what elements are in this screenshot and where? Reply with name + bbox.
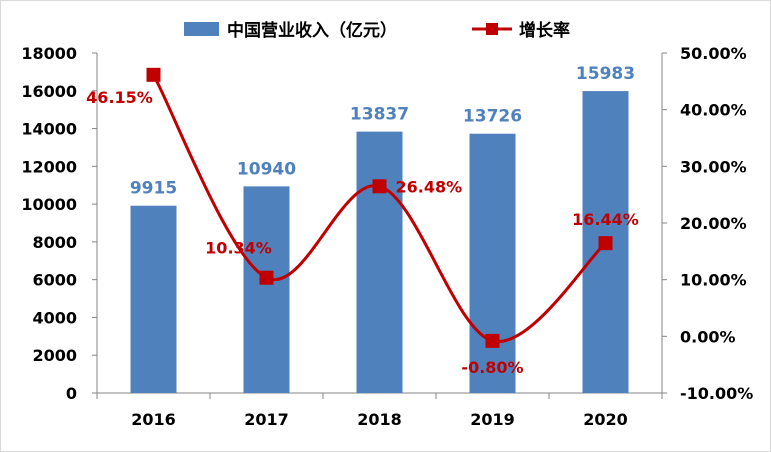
- left-tick-label: 8000: [32, 233, 77, 252]
- right-tick-label: -10.00%: [680, 384, 753, 403]
- left-tick-label: 4000: [32, 308, 77, 327]
- right-tick-label: 30.00%: [680, 157, 747, 176]
- growth-point: [598, 236, 613, 251]
- x-tick-label: 2018: [357, 410, 402, 429]
- left-tick-label: 10000: [21, 195, 77, 214]
- legend: 中国营业收入（亿元） 增长率: [184, 20, 570, 41]
- bar: [130, 205, 177, 393]
- left-tick-label: 2000: [32, 346, 77, 365]
- growth-rate-label: 16.44%: [572, 210, 639, 229]
- bar: [243, 186, 290, 393]
- x-tick-label: 2017: [244, 410, 289, 429]
- left-tick-label: 14000: [21, 120, 77, 139]
- bar-value-label: 9915: [130, 179, 177, 199]
- growth-point: [146, 67, 161, 82]
- right-tick-label: 10.00%: [680, 271, 747, 290]
- left-tick-label: 16000: [21, 82, 77, 101]
- left-tick-label: 18000: [21, 44, 77, 63]
- x-tick-label: 2019: [470, 410, 515, 429]
- bar-value-label: 13726: [463, 107, 522, 127]
- bar-value-label: 15983: [576, 64, 635, 84]
- legend-line-label: 增长率: [519, 20, 570, 41]
- growth-rate-label: 26.48%: [396, 177, 463, 196]
- growth-point: [485, 333, 500, 348]
- x-tick-label: 2020: [583, 410, 628, 429]
- growth-rate-label: -0.80%: [461, 358, 523, 377]
- bar-value-label: 13837: [350, 105, 409, 125]
- growth-point: [259, 270, 274, 285]
- left-tick-label: 12000: [21, 157, 77, 176]
- bar: [469, 133, 516, 393]
- growth-rate-label: 46.15%: [86, 88, 153, 107]
- bar-value-label: 10940: [237, 159, 296, 179]
- legend-bar-label: 中国营业收入（亿元）: [227, 20, 397, 41]
- data-labels: 9915 10940 13837 13726 15983 46.15% 10.34% 26.4…: [86, 64, 639, 377]
- x-tick-label: 2016: [131, 410, 176, 429]
- left-tick-label: 6000: [32, 271, 77, 290]
- growth-rate-label: 10.34%: [205, 239, 272, 258]
- left-tick-label: 0: [66, 384, 77, 403]
- legend-line-marker: [486, 23, 498, 35]
- axes: 0 2000 4000 6000 8000 10000 12000 14000 16000 180…: [21, 44, 753, 429]
- right-tick-label: 50.00%: [680, 44, 747, 63]
- growth-line-series: [146, 67, 613, 348]
- right-tick-label: 40.00%: [680, 101, 747, 120]
- right-tick-label: 20.00%: [680, 214, 747, 233]
- bar: [356, 131, 403, 393]
- legend-bar-swatch: [184, 22, 219, 36]
- right-tick-label: 0.00%: [680, 327, 736, 346]
- growth-point: [372, 179, 387, 194]
- bar-series: [130, 91, 629, 394]
